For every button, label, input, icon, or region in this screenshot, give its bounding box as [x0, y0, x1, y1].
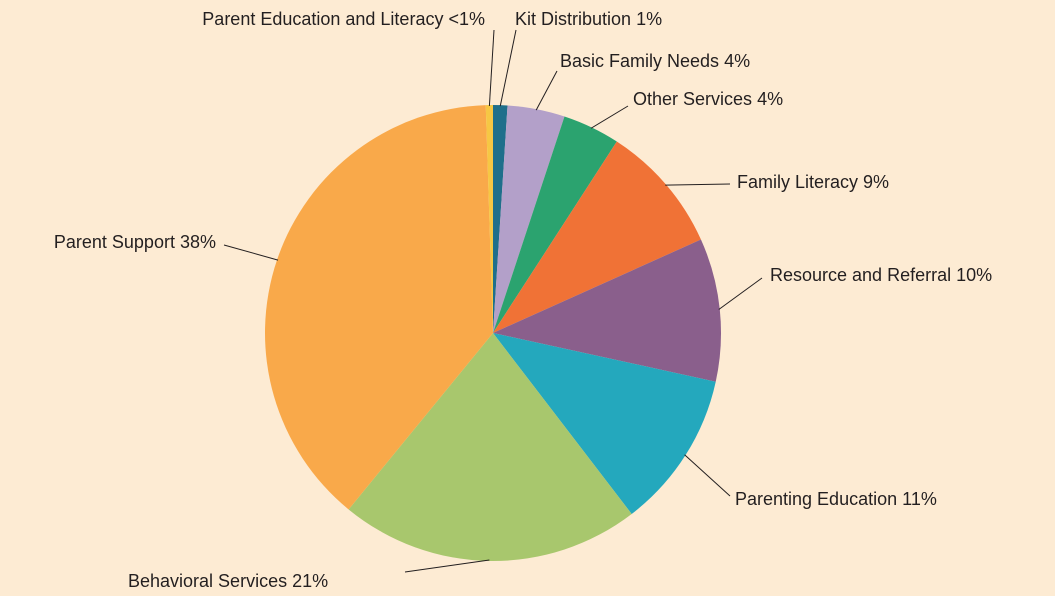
category-name: Parent Support [54, 232, 175, 252]
category-name: Parenting Education [735, 489, 897, 509]
slice-label: Parenting Education 11% [735, 489, 937, 509]
value-label: <1% [448, 9, 485, 29]
pie-slice [493, 105, 508, 333]
pie-slice [493, 141, 701, 333]
value-label: 4% [724, 51, 750, 71]
leader-line [684, 454, 731, 497]
leader-line [665, 183, 731, 186]
category-name: Other Services [633, 89, 752, 109]
leader-line [488, 29, 495, 107]
value-label: 9% [863, 172, 889, 192]
pie-slice [348, 333, 632, 561]
slice-label: Basic Family Needs 4% [560, 51, 750, 71]
slice-label: Other Services 4% [633, 89, 783, 109]
pie-slice [485, 105, 493, 333]
leader-line [590, 105, 629, 129]
leader-line [223, 244, 279, 261]
slice-label: Parent Education and Literacy <1% [202, 9, 485, 29]
category-name: Behavioral Services [128, 571, 287, 591]
slice-label: Parent Support 38% [54, 232, 216, 252]
category-name: Resource and Referral [770, 265, 951, 285]
value-label: 21% [292, 571, 328, 591]
category-name: Parent Education and Literacy [202, 9, 443, 29]
slice-label: Family Literacy 9% [737, 172, 889, 192]
slice-label: Resource and Referral 10% [770, 265, 992, 285]
pie-slice [493, 333, 716, 514]
pie-slice [493, 105, 565, 333]
pie-slice [493, 116, 617, 334]
category-name: Family Literacy [737, 172, 858, 192]
leader-line [535, 70, 558, 111]
leader-line [404, 559, 490, 573]
value-label: 10% [956, 265, 992, 285]
pie-slice [493, 239, 721, 382]
value-label: 4% [757, 89, 783, 109]
value-label: 1% [636, 9, 662, 29]
pie-slice [264, 105, 493, 510]
leader-line [718, 277, 763, 310]
value-label: 11% [902, 489, 937, 509]
leader-line [499, 29, 517, 107]
value-label: 38% [180, 232, 216, 252]
slice-label: Kit Distribution 1% [515, 9, 662, 29]
slice-label: Behavioral Services 21% [128, 571, 328, 591]
category-name: Kit Distribution [515, 9, 631, 29]
category-name: Basic Family Needs [560, 51, 719, 71]
